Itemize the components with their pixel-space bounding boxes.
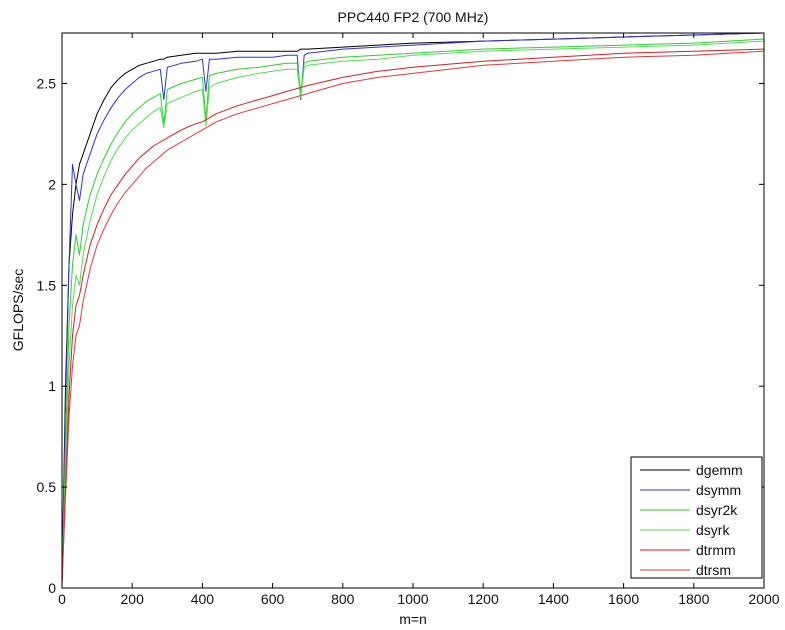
x-tick-label: 800 xyxy=(331,591,355,607)
x-tick-label: 1200 xyxy=(468,591,499,607)
legend-label-dtrmm: dtrmm xyxy=(696,542,736,558)
x-tick-label: 1600 xyxy=(608,591,639,607)
legend-label-dgemm: dgemm xyxy=(696,462,743,478)
y-axis-title: GFLOPS/sec xyxy=(10,269,26,351)
legend-label-dsyrk: dsyrk xyxy=(696,522,730,538)
y-tick-label: 1 xyxy=(48,378,56,394)
legend-items: dgemm dsymm dsyr2k dsyrk dtrmm dtrsm xyxy=(640,462,743,578)
chart-title: PPC440 FP2 (700 MHz) xyxy=(338,9,489,25)
y-tick-label: 0.5 xyxy=(37,479,57,495)
x-axis-title: m=n xyxy=(399,611,427,627)
tick-layer: 0 200 400 600 800 1000 1200 1400 1600 1800 2000 0 0.… xyxy=(37,33,780,607)
legend-label-dtrsm: dtrsm xyxy=(696,562,731,578)
x-tick-label: 0 xyxy=(58,591,66,607)
y-tick-label: 1.5 xyxy=(37,277,57,293)
x-tick-label: 1800 xyxy=(678,591,709,607)
x-tick-label: 400 xyxy=(191,591,215,607)
legend-box xyxy=(630,456,763,579)
y-tick-label: 2 xyxy=(48,176,56,192)
series-line-dsyrk xyxy=(61,40,765,585)
legend-label-dsymm: dsymm xyxy=(696,482,741,498)
legend: dgemm dsymm dsyr2k dsyrk dtrmm dtrsm xyxy=(630,456,763,579)
x-tick-label: 1000 xyxy=(397,591,428,607)
series-line-dgemm xyxy=(61,32,765,585)
series-line-dtrsm xyxy=(61,50,765,585)
x-tick-label: 200 xyxy=(121,591,145,607)
x-tick-label: 2000 xyxy=(748,591,779,607)
y-tick-label: 0 xyxy=(48,580,56,596)
series-line-dsymm xyxy=(61,32,765,585)
legend-label-dsyr2k: dsyr2k xyxy=(696,502,738,518)
series-line-dtrmm xyxy=(61,48,765,585)
y-tick-label: 2.5 xyxy=(37,75,57,91)
series-line-dsyr2k xyxy=(61,38,765,585)
x-tick-label: 600 xyxy=(261,591,285,607)
x-tick-label: 1400 xyxy=(538,591,569,607)
series-layer xyxy=(61,32,765,585)
